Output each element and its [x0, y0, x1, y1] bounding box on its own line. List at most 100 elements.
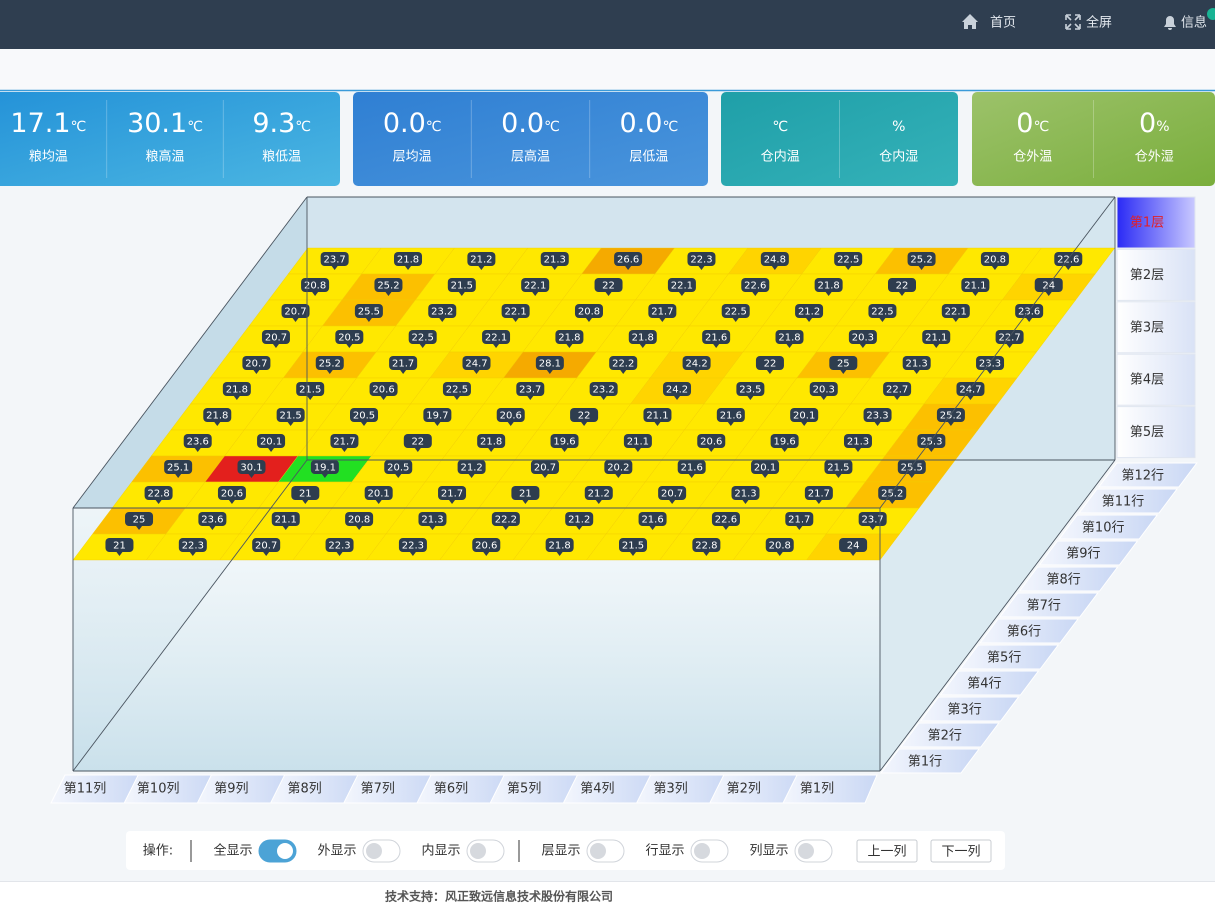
value-bubble: [628, 330, 657, 344]
bubble-tip: [674, 396, 681, 400]
value-bubble: [902, 356, 931, 370]
value-label: 25.2: [940, 411, 962, 422]
bubble-tip: [209, 526, 216, 530]
bubble-tip: [850, 552, 857, 556]
bubble-tip: [302, 500, 309, 504]
value-bubble: [237, 460, 266, 474]
card-value: %: [892, 119, 905, 135]
value-label: 21.1: [964, 281, 986, 292]
bubble-tip: [556, 552, 563, 556]
layer-tab[interactable]: [1116, 353, 1196, 406]
layer-tab[interactable]: [1116, 196, 1196, 249]
nav-item[interactable]: 信息: [1181, 15, 1207, 31]
bubble-tip: [747, 396, 754, 400]
footer-bg: [0, 881, 1215, 911]
button[interactable]: [930, 839, 992, 863]
bubble-tip: [727, 422, 734, 426]
bubble-tip: [385, 292, 392, 296]
row-label-bg[interactable]: [1038, 540, 1139, 566]
value-bubble: [423, 408, 452, 422]
row-label-bg[interactable]: [939, 670, 1040, 696]
bubble-tip: [312, 292, 319, 296]
bubble-tip: [375, 500, 382, 504]
layer-tab[interactable]: [1116, 301, 1196, 354]
value-label: 28.1: [539, 359, 561, 370]
value-bubble: [843, 434, 872, 448]
value-bubble: [315, 356, 344, 370]
bubble-tip: [493, 344, 500, 348]
layer-tab[interactable]: [1116, 248, 1196, 301]
bubble-tip: [713, 344, 720, 348]
row-label-bg[interactable]: [919, 696, 1020, 722]
value-bubble: [619, 538, 648, 552]
value-label: 23.7: [324, 255, 346, 266]
card-unit: ℃: [772, 119, 788, 135]
row-label-bg[interactable]: [959, 644, 1060, 670]
value-label: 21.5: [622, 541, 644, 552]
box-right: [880, 197, 1115, 771]
nav-item[interactable]: 首页: [990, 16, 1016, 31]
bubble-tip: [321, 474, 328, 478]
bubble-tip: [356, 526, 363, 530]
value-label: 20.8: [304, 281, 326, 292]
value-label: 21.6: [720, 411, 742, 422]
value-bubble: [530, 460, 559, 474]
bubble-tip: [630, 552, 637, 556]
bubble-tip: [576, 526, 583, 530]
card-value: 0.0℃: [619, 108, 678, 139]
value-bubble: [164, 460, 193, 474]
bubble-tip: [840, 370, 847, 374]
value-label: 22: [411, 437, 424, 448]
value-label: 21.5: [299, 385, 321, 396]
value-bubble: [325, 538, 354, 552]
value-label: 20.8: [769, 541, 791, 552]
value-label: 22: [896, 281, 909, 292]
row-label-bg[interactable]: [1058, 514, 1159, 540]
button[interactable]: [856, 839, 918, 863]
card-number: 30.1: [127, 108, 187, 139]
row-label-bg[interactable]: [1097, 462, 1198, 488]
bubble-tip: [502, 526, 509, 530]
column-label: 第10列: [137, 782, 180, 797]
bubble-tip: [722, 526, 729, 530]
value-label: 21.3: [906, 359, 928, 370]
row-label-bg[interactable]: [998, 592, 1099, 618]
row-label-bg[interactable]: [880, 748, 980, 774]
value-bubble: [408, 330, 437, 344]
value-label: 22.1: [524, 281, 546, 292]
nav-item[interactable]: 全屏: [1086, 15, 1112, 31]
card-unit: ℃: [426, 119, 442, 135]
row-label-bg[interactable]: [899, 722, 1000, 748]
fullscreen-icon[interactable]: [1065, 14, 1081, 30]
row-label-bg[interactable]: [1078, 488, 1178, 514]
value-bubble: [824, 460, 853, 474]
bubble-tip: [801, 422, 808, 426]
row-label-bg[interactable]: [1018, 566, 1119, 592]
bell-icon[interactable]: [1164, 16, 1176, 30]
value-bubble: [491, 512, 520, 526]
bubble-tip: [815, 500, 822, 504]
value-bubble: [887, 278, 916, 292]
value-bubble: [462, 356, 491, 370]
row-label-bg[interactable]: [979, 618, 1079, 644]
card-value: 0℃: [1016, 108, 1049, 139]
value-label: 21.7: [651, 307, 673, 318]
bubble-tip: [786, 344, 793, 348]
value-bubble: [296, 382, 325, 396]
value-label: 22.1: [671, 281, 693, 292]
value-label: 21.8: [632, 333, 654, 344]
bubble-tip: [762, 474, 769, 478]
bubble-tip: [752, 292, 759, 296]
row-label: 第5行: [987, 651, 1021, 666]
bubble-tip: [434, 422, 441, 426]
column-label-bg[interactable]: [782, 774, 878, 804]
home-icon[interactable]: [962, 14, 978, 29]
layer-tab[interactable]: [1116, 406, 1196, 459]
value-label: 22.6: [715, 515, 737, 526]
value-bubble: [721, 304, 750, 318]
value-label: 20.8: [578, 307, 600, 318]
bubble-tip: [233, 396, 240, 400]
card-unit: %: [892, 119, 905, 135]
box-edge: [72, 196, 308, 509]
value-bubble: [252, 538, 281, 552]
